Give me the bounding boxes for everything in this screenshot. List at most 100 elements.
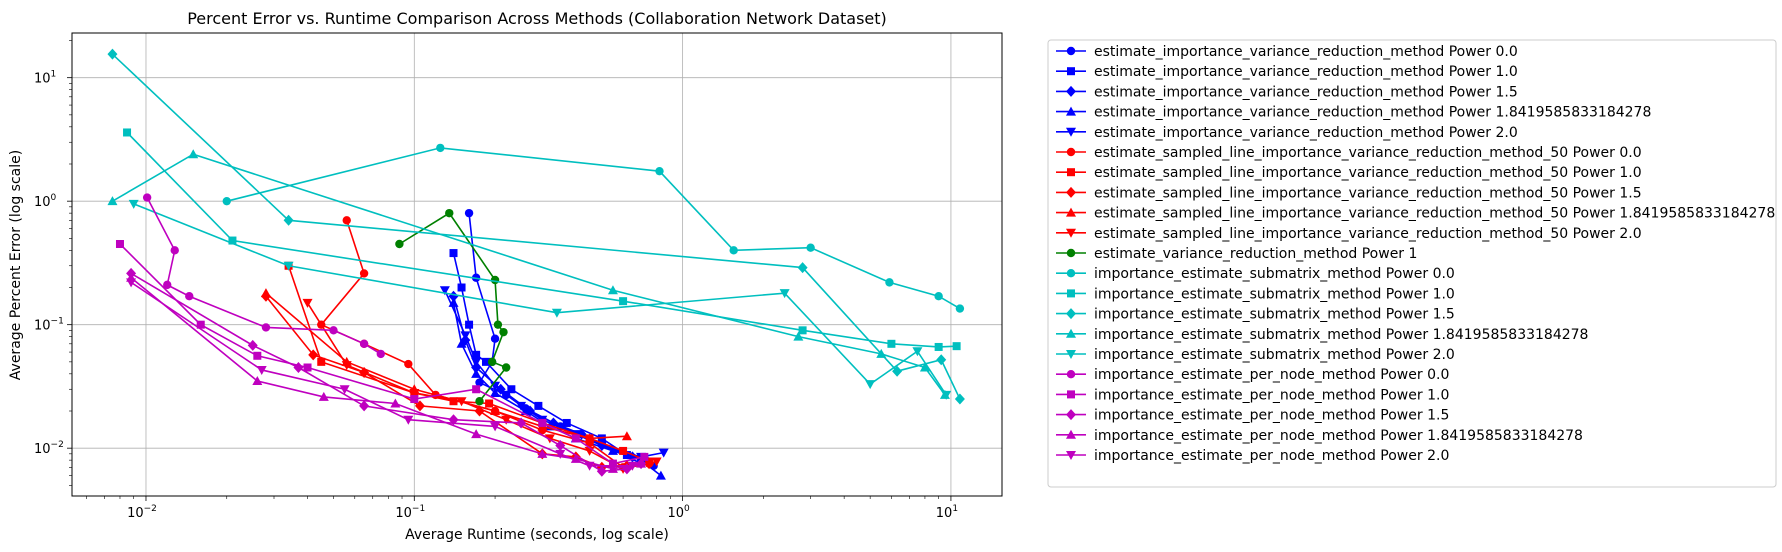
data-point [439,286,450,296]
legend-marker [1066,429,1076,439]
data-point [607,463,618,473]
legend-label: estimate_importance_variance_reduction_m… [1094,125,1518,141]
data-point [436,143,445,153]
data-point [293,362,304,374]
data-point [941,390,952,400]
data-point [410,395,419,404]
legend-marker [1066,207,1076,217]
data-point [490,406,501,416]
data-point [163,280,172,290]
axis-ticks: 10−2 10−1 100 101 10−2 10−1 100 101 [34,40,958,521]
legend-marker [1067,67,1075,76]
data-point [571,434,580,443]
legend-entry: importance_estimate_per_node_method Powe… [1056,408,1449,424]
legend-marker [1066,106,1076,116]
data-point [608,459,617,468]
data-point [490,334,500,343]
series-line [226,147,961,310]
data-point [475,397,484,406]
legend-marker [1066,147,1076,157]
legend: estimate_importance_variance_reduction_m… [1047,39,1777,488]
series-line [130,277,642,470]
data-point [303,363,312,372]
data-point [501,415,512,425]
data-point [472,350,481,359]
series-line [146,197,382,355]
legend-label: estimate_importance_variance_reduction_m… [1094,44,1518,60]
series-17 [142,193,385,359]
legend-label: importance_estimate_per_node_method Powe… [1094,428,1583,444]
legend-label: estimate_importance_variance_reduction_m… [1094,105,1651,121]
x-tick-label: 10−2 [127,504,157,521]
legend-marker [1066,328,1076,338]
legend-frame [1047,39,1777,488]
data-point [534,401,543,410]
data-point [658,448,669,458]
series-line [112,153,946,396]
legend-entry: estimate_importance_variance_reduction_m… [1056,105,1651,121]
data-point [607,285,618,295]
data-point [414,400,425,412]
series-16 [128,199,952,400]
legend-label: importance_estimate_per_node_method Powe… [1094,408,1449,424]
legend-marker [1066,350,1076,359]
series-11 [395,208,511,406]
data-point [779,289,790,299]
data-point [596,465,607,477]
data-point [584,461,595,471]
data-point [107,196,118,206]
data-point [936,354,947,366]
data-point [955,304,965,313]
data-point [621,431,632,441]
legend-entry: importance_estimate_per_node_method Powe… [1056,387,1449,403]
data-point [487,357,497,367]
series-21 [126,278,638,471]
data-point [797,262,808,274]
data-point [196,320,205,329]
data-point [329,326,338,335]
series-14 [107,48,965,405]
legend-entry: estimate_importance_variance_reduction_m… [1056,84,1518,100]
legend-marker [1066,248,1076,258]
legend-entry: estimate_variance_reduction_method Power… [1056,246,1417,262]
legend-label: importance_estimate_submatrix_method Pow… [1094,327,1588,343]
data-point [887,339,896,348]
series-line [119,243,645,465]
data-point [252,375,263,385]
legend-marker [1066,370,1076,379]
data-point [339,385,350,395]
data-point [640,452,649,461]
legend-entry: estimate_importance_variance_reduction_m… [1056,125,1518,141]
plot-series [107,48,965,480]
data-point [537,448,548,458]
data-point [107,48,118,60]
data-point [551,308,562,318]
data-point [445,208,454,218]
data-point [123,128,132,137]
data-point [892,365,903,377]
data-point [876,348,887,358]
data-point [655,166,664,176]
data-point [128,199,139,209]
data-point [253,351,262,360]
grid-lines [72,33,1002,496]
data-point [359,400,370,412]
x-tick-label: 101 [936,504,958,521]
legend-marker [1067,289,1075,298]
data-point [457,283,466,292]
legend-label: estimate_sampled_line_importance_varianc… [1094,165,1642,181]
legend-label: estimate_sampled_line_importance_varianc… [1094,145,1642,161]
data-point [919,362,930,372]
data-point [403,415,414,425]
data-point [934,342,943,351]
data-point [490,275,500,285]
data-point [865,380,876,390]
legend-marker [1066,46,1076,56]
data-point [493,320,503,329]
data-point [934,292,943,301]
data-point [619,446,628,455]
data-point [607,445,618,455]
data-point [471,368,482,378]
legend-entry: importance_estimate_per_node_method Powe… [1056,448,1449,464]
